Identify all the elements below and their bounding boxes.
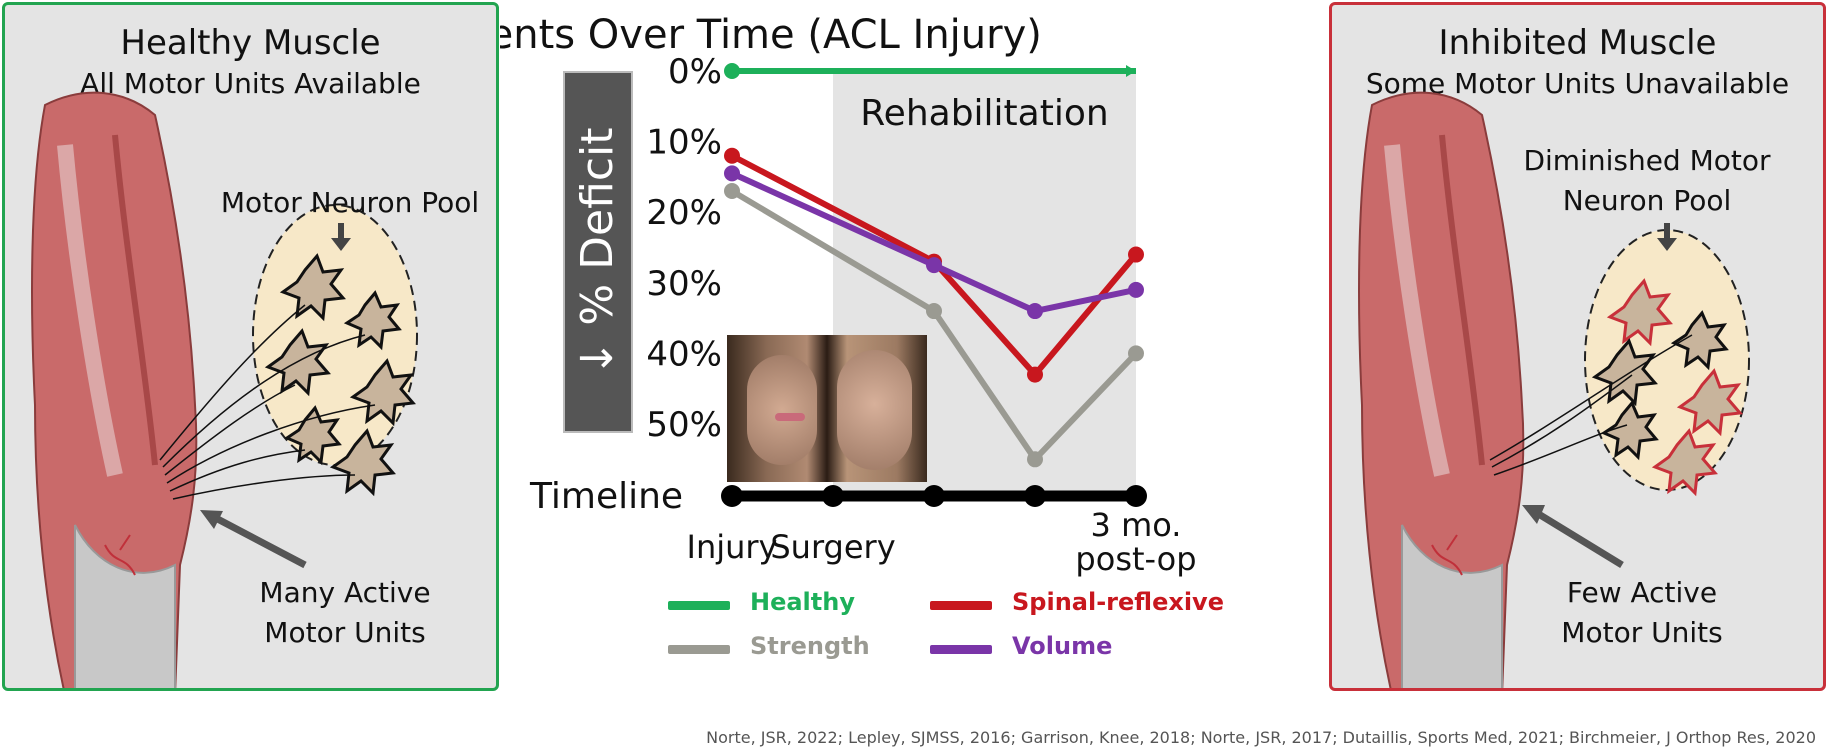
many-active-units-line1: Many Active [259, 576, 431, 609]
legend-healthy-label: Healthy [750, 588, 855, 616]
few-active-units-line1: Few Active [1566, 576, 1718, 609]
legend-strength-label: Strength [750, 632, 870, 660]
legend-strength: Strength [668, 632, 888, 668]
y-tick-label: 40% [646, 334, 722, 374]
legend-spinal-reflexive: Spinal-reflexive [930, 588, 1250, 624]
healthy-muscle-title: Healthy Muscle [120, 23, 381, 63]
legend-healthy: Healthy [668, 588, 888, 624]
motor-neuron-pool [252, 204, 418, 466]
series-line-volume [730, 170, 1137, 315]
timeline-point [721, 485, 743, 507]
active-neurons [1591, 310, 1729, 461]
data-point [724, 63, 740, 79]
legend-strength-swatch [668, 645, 730, 654]
healthy-muscle-panel: Healthy Muscle All Motor Units Available [2, 2, 499, 691]
series-lines [724, 63, 1144, 468]
x-axis-label: Timeline [529, 476, 683, 517]
healthy-muscle-subtitle: All Motor Units Available [80, 67, 421, 100]
series-line-spinal-reflexive [730, 153, 1139, 378]
few-active-units-line2: Motor Units [1561, 616, 1723, 649]
motor-axons [159, 304, 376, 500]
timeline-point-label: post-op [1075, 540, 1196, 578]
legend-volume-label: Volume [1012, 632, 1113, 660]
y-tick-label: 50% [646, 405, 722, 445]
series-line-strength [730, 188, 1139, 463]
legend-spinal-reflexive-swatch [930, 601, 992, 610]
data-point [1027, 451, 1043, 468]
timeline-point [1024, 485, 1046, 507]
inhibited-neurons [1606, 278, 1743, 497]
motor-axons [1489, 334, 1693, 476]
y-tick-label: 0% [668, 52, 722, 92]
legend-volume: Volume [930, 632, 1150, 668]
ylabel-box [563, 71, 633, 433]
data-point [724, 147, 740, 164]
data-point [724, 165, 740, 182]
motor-neuron-pool-label: Motor Neuron Pool [220, 186, 480, 219]
data-point [1128, 345, 1144, 362]
legend-volume-swatch [930, 645, 992, 654]
active-neurons [264, 253, 416, 497]
diminished-neuron-pool [1584, 229, 1750, 491]
y-tick-label: 10% [646, 123, 722, 163]
legend-spinal-reflexive-label: Spinal-reflexive [1012, 588, 1224, 616]
data-point [1128, 246, 1144, 263]
timeline-point-label: Surgery [770, 528, 895, 566]
data-point [926, 257, 942, 274]
healthy-muscle-illustration [31, 91, 418, 688]
data-point [724, 183, 740, 200]
legend-healthy-swatch [668, 601, 730, 610]
y-tick-labels: 0% 10% 20% 30% 40% 50% [646, 52, 722, 445]
references: Norte, JSR, 2022; Lepley, SJMSS, 2016; G… [706, 728, 1816, 747]
chart-title: Impairments Over Time (ACL Injury) [500, 12, 1042, 58]
data-point [1027, 366, 1043, 383]
inhibited-muscle-illustration [1358, 91, 1750, 688]
y-tick-label: 30% [646, 264, 722, 304]
timeline-point [923, 485, 945, 507]
timeline-point [1125, 485, 1147, 507]
timeline-point-label: Injury [687, 528, 778, 566]
timeline-point [822, 485, 844, 507]
inhibited-muscle-title: Inhibited Muscle [1438, 23, 1717, 63]
knee-photo [727, 335, 927, 482]
diminished-pool-label-line1: Diminished Motor [1523, 144, 1771, 177]
inhibited-muscle-panel: Inhibited Muscle Some Motor Units Unavai… [1329, 2, 1826, 691]
data-point [1128, 281, 1144, 298]
data-point [926, 303, 942, 320]
y-axis-label: ↓ % Deficit [572, 128, 623, 377]
many-active-units-line2: Motor Units [264, 616, 426, 649]
data-point [1027, 303, 1043, 320]
y-tick-label: 20% [646, 193, 722, 233]
healthy-arrowhead [1126, 65, 1136, 77]
rehabilitation-label: Rehabilitation [860, 93, 1108, 134]
timeline-point-label: 3 mo. [1091, 506, 1182, 544]
diminished-pool-label-line2: Neuron Pool [1562, 184, 1732, 217]
